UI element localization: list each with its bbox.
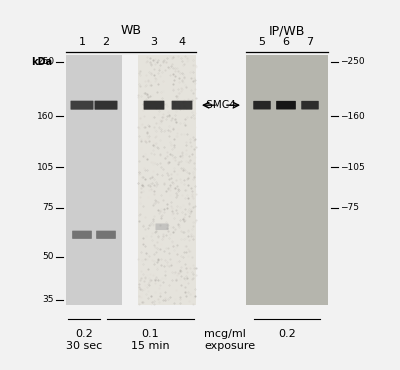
Text: 50: 50 [42,252,54,261]
Text: −160: −160 [340,111,365,121]
FancyBboxPatch shape [94,101,118,110]
FancyBboxPatch shape [301,101,319,110]
Text: WB: WB [120,24,142,37]
FancyBboxPatch shape [276,101,296,110]
Bar [246,55,328,305]
FancyBboxPatch shape [253,101,271,110]
FancyBboxPatch shape [72,231,92,239]
Text: 5: 5 [258,37,266,47]
FancyBboxPatch shape [172,101,192,110]
Text: 75: 75 [42,203,54,212]
Text: SMC4: SMC4 [203,100,239,110]
Text: 30 sec: 30 sec [66,341,102,351]
Text: 0.2: 0.2 [278,329,296,339]
Text: exposure: exposure [204,341,255,351]
Text: −75: −75 [340,203,359,212]
Text: 105: 105 [37,162,54,172]
Text: 7: 7 [306,37,314,47]
Text: 2: 2 [102,37,110,47]
Text: 6: 6 [282,37,290,47]
FancyBboxPatch shape [96,231,116,239]
Text: 0.2: 0.2 [75,329,93,339]
Text: 3: 3 [150,37,158,47]
Bar [66,55,122,305]
Text: IP/WB: IP/WB [269,24,305,37]
Bar [138,55,196,305]
Text: −105: −105 [340,162,365,172]
Text: 15 min: 15 min [131,341,170,351]
FancyBboxPatch shape [156,223,168,230]
Text: 250: 250 [37,57,54,67]
Text: 160: 160 [37,111,54,121]
FancyBboxPatch shape [144,101,164,110]
Text: −250: −250 [340,57,365,67]
Text: 0.1: 0.1 [142,329,159,339]
Text: mcg/ml: mcg/ml [204,329,246,339]
Text: 1: 1 [78,37,86,47]
Text: kDa: kDa [31,57,52,67]
Text: 35: 35 [42,296,54,305]
FancyBboxPatch shape [70,101,94,110]
Text: 4: 4 [178,37,186,47]
